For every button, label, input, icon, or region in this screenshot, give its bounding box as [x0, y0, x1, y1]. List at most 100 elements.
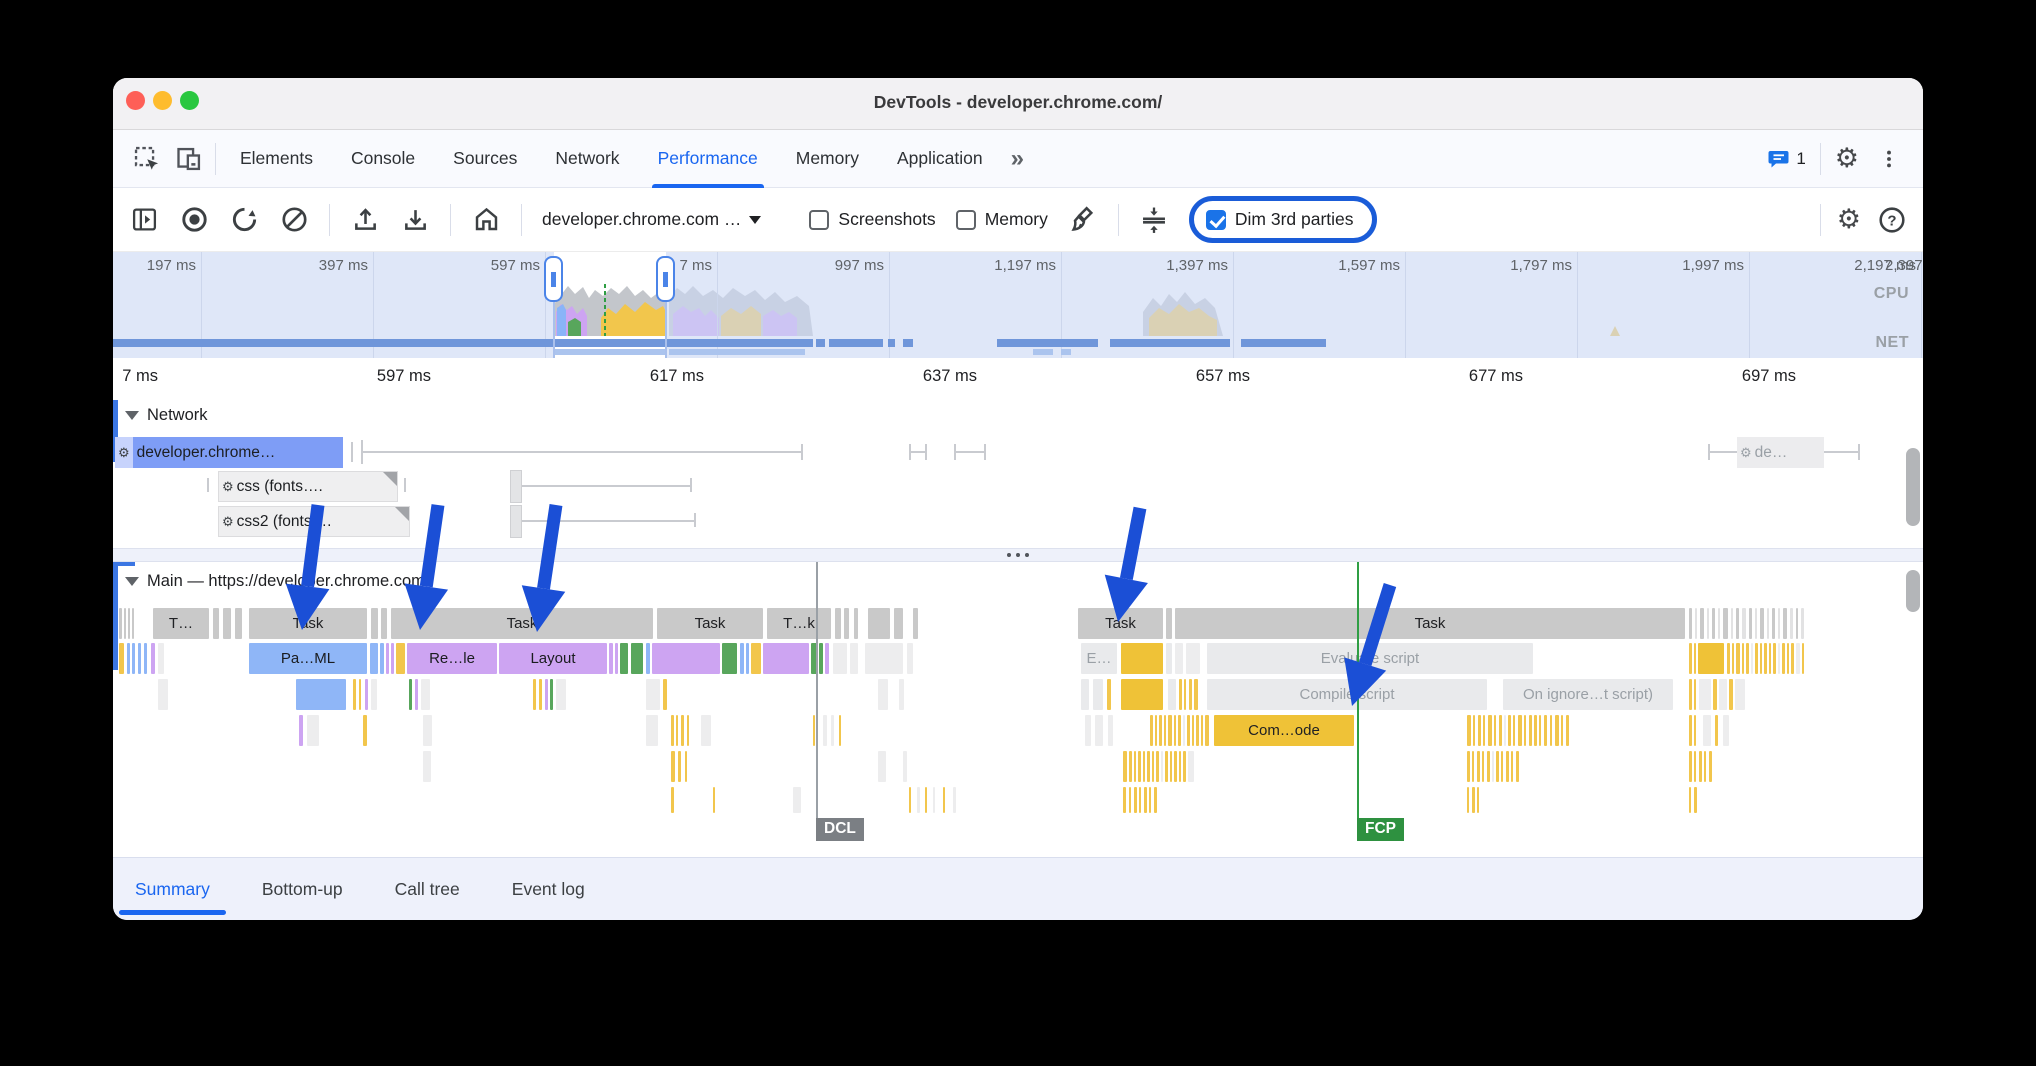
flame-bar[interactable] — [127, 643, 130, 674]
toggle-sidebar-icon[interactable] — [129, 205, 159, 235]
flame-bar[interactable] — [138, 643, 141, 674]
flame-bar[interactable] — [1152, 751, 1154, 782]
flame-bar[interactable] — [1732, 643, 1734, 674]
flame-bar[interactable] — [746, 643, 749, 674]
flame-bar[interactable] — [1139, 787, 1141, 813]
flame-bar[interactable] — [1742, 608, 1746, 639]
flame-bar[interactable] — [1524, 715, 1526, 746]
flame-bar[interactable]: Task — [391, 608, 653, 639]
flame-bar[interactable] — [1802, 643, 1804, 674]
flame-bar[interactable] — [1749, 608, 1752, 639]
flame-bar[interactable] — [1544, 715, 1547, 746]
flame-bar[interactable] — [1534, 715, 1537, 746]
section-resize-handle[interactable] — [113, 548, 1923, 562]
flame-bar[interactable] — [132, 608, 134, 639]
checkbox-unchecked-icon[interactable] — [955, 209, 976, 230]
flame-bar[interactable] — [663, 679, 667, 710]
flame-bar[interactable] — [1778, 643, 1780, 674]
flame-bar[interactable] — [1760, 643, 1762, 674]
flame-bar[interactable] — [1516, 751, 1519, 782]
network-scrollbar-thumb[interactable] — [1906, 448, 1920, 526]
flame-bar[interactable] — [380, 643, 384, 674]
flame-bar[interactable] — [533, 679, 536, 710]
flame-bar[interactable] — [128, 608, 130, 639]
flame-bar[interactable] — [1165, 751, 1168, 782]
flame-bar[interactable] — [151, 643, 155, 674]
flame-bar[interactable] — [119, 643, 124, 674]
flame-bar[interactable] — [1134, 787, 1137, 813]
flame-bar[interactable] — [1166, 643, 1172, 674]
flame-bar[interactable] — [119, 608, 122, 639]
flame-bar[interactable] — [1689, 643, 1692, 674]
flame-bar[interactable] — [1164, 715, 1166, 746]
inspect-element-icon[interactable] — [131, 143, 163, 175]
flame-bar[interactable] — [850, 643, 858, 674]
flame-bar[interactable] — [1689, 679, 1692, 710]
checkbox-unchecked-icon[interactable] — [809, 209, 830, 230]
flame-bar[interactable] — [687, 715, 689, 746]
flame-bar[interactable] — [1186, 643, 1200, 674]
flame-bar[interactable] — [1769, 643, 1771, 674]
flame-bar[interactable] — [415, 679, 418, 710]
memory-checkbox[interactable]: Memory — [955, 209, 1048, 230]
flame-bar[interactable] — [370, 643, 378, 674]
flame-bar[interactable] — [1709, 751, 1712, 782]
flame-bar[interactable] — [1184, 679, 1186, 710]
flame-bar[interactable] — [158, 643, 164, 674]
flame-bar[interactable] — [1782, 643, 1785, 674]
flame-bar[interactable] — [1187, 715, 1190, 746]
flame-bar[interactable] — [1178, 715, 1181, 746]
flame-bar[interactable] — [1108, 715, 1113, 746]
flame-bar[interactable] — [386, 643, 389, 674]
help-icon[interactable]: ? — [1877, 205, 1907, 235]
flame-bar[interactable] — [868, 608, 890, 639]
flame-bar[interactable] — [1129, 751, 1132, 782]
flame-bar[interactable] — [223, 608, 231, 639]
timeline-overview[interactable]: 197 ms 397 ms 597 ms 7 ms 997 ms 1,197 ms 1,39… — [113, 252, 1923, 358]
flame-bar[interactable] — [1783, 608, 1787, 639]
flame-bar[interactable] — [1107, 679, 1111, 710]
flame-bar[interactable] — [1081, 679, 1089, 710]
flame-bar[interactable]: Layout — [499, 643, 607, 674]
flame-bar[interactable] — [1123, 787, 1126, 813]
flame-bar[interactable] — [1555, 715, 1559, 746]
upload-profile-icon[interactable] — [350, 205, 380, 235]
main-scrollbar-thumb[interactable] — [1906, 570, 1920, 612]
flame-bar[interactable] — [646, 643, 650, 674]
flame-bar[interactable] — [793, 787, 801, 813]
flame-bar[interactable] — [423, 715, 432, 746]
tab-event-log[interactable]: Event log — [511, 878, 585, 899]
flame-bar[interactable] — [1472, 787, 1475, 813]
tab-elements[interactable]: Elements — [240, 148, 313, 168]
flame-bar[interactable] — [1694, 643, 1696, 674]
flame-bar[interactable] — [1482, 751, 1484, 782]
selection-drag-handle[interactable] — [656, 256, 675, 302]
flame-bar[interactable] — [1093, 679, 1103, 710]
flame-bar[interactable]: T… — [153, 608, 209, 639]
flame-bar[interactable] — [1161, 751, 1163, 782]
flame-bar[interactable] — [1201, 715, 1203, 746]
flame-bar[interactable] — [878, 751, 886, 782]
flame-bar[interactable] — [1159, 715, 1162, 746]
marker-badge-fcp[interactable]: FCP — [1357, 818, 1404, 841]
tab-console[interactable]: Console — [350, 148, 416, 168]
flame-bar[interactable]: Task — [657, 608, 763, 639]
main-section-header[interactable]: Main — https://developer.chrome.com/ — [125, 572, 429, 591]
flame-bar[interactable] — [854, 608, 858, 639]
flame-bar[interactable] — [132, 643, 135, 674]
flame-bar[interactable] — [646, 715, 658, 746]
flame-bar[interactable]: On ignore…t script) — [1503, 679, 1673, 710]
flame-bar[interactable] — [359, 679, 361, 710]
flame-bar[interactable] — [907, 643, 913, 674]
flame-bar[interactable] — [363, 715, 367, 746]
flame-bar[interactable] — [371, 608, 378, 639]
network-request-dimmed[interactable]: ⚙ de… — [1737, 437, 1824, 468]
flame-bar[interactable] — [1566, 715, 1569, 746]
flame-bar[interactable] — [1772, 608, 1775, 639]
flame-bar[interactable] — [833, 643, 847, 674]
flame-bar[interactable] — [1700, 608, 1704, 639]
flame-bar[interactable] — [1689, 787, 1691, 813]
flame-bar[interactable] — [1550, 715, 1552, 746]
flame-bar[interactable] — [631, 643, 643, 674]
flame-bar[interactable] — [1168, 679, 1176, 710]
